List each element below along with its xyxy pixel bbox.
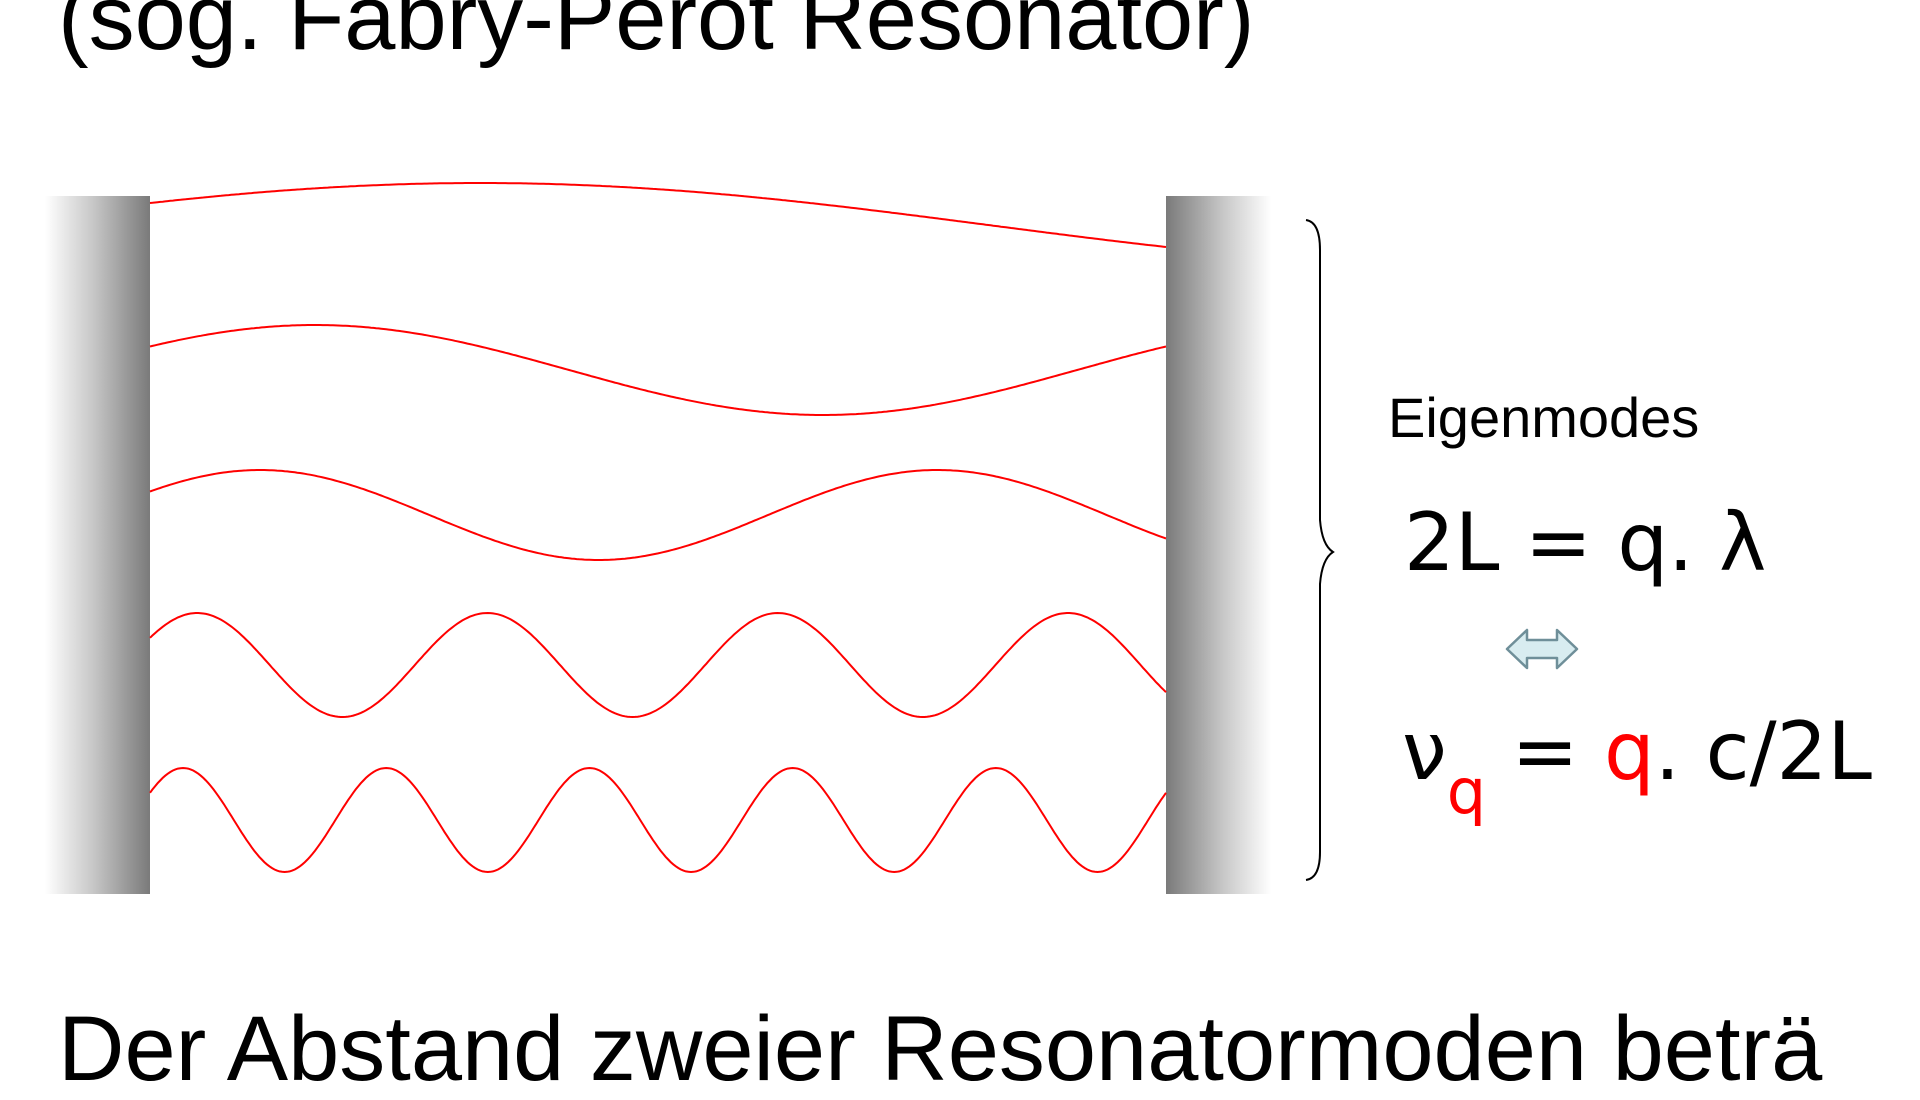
standing-wave-mode-7 bbox=[149, 611, 1167, 719]
standing-wave-modes bbox=[149, 182, 1167, 874]
eigenmodes-label: Eigenmodes bbox=[1388, 386, 1700, 449]
eq1-lhs: 2L bbox=[1404, 496, 1500, 589]
eq2-rest: . c/2L bbox=[1654, 705, 1872, 798]
left-mirror bbox=[45, 196, 150, 894]
standing-wave-mode-10 bbox=[149, 766, 1167, 874]
right-mirror bbox=[1166, 196, 1271, 894]
eq1-equals: = bbox=[1499, 496, 1618, 589]
page-heading: (sog. Fabry-Perot Resonator) bbox=[58, 0, 1255, 69]
eq1-rhs: q. λ bbox=[1617, 496, 1767, 589]
resonance-condition-equation: 2L = q. λ bbox=[1404, 503, 1766, 583]
mode-frequency-equation: νq = q. c/2L bbox=[1402, 712, 1872, 823]
nu-symbol: ν bbox=[1402, 705, 1447, 798]
q-subscript: q bbox=[1446, 755, 1487, 828]
double-arrow-icon bbox=[1505, 628, 1579, 670]
eq2-equals: = bbox=[1486, 705, 1604, 798]
curly-brace bbox=[1305, 219, 1335, 881]
standing-wave-mode-1 bbox=[149, 182, 1167, 248]
standing-wave-mode-2 bbox=[149, 324, 1167, 416]
standing-wave-mode-3 bbox=[149, 469, 1167, 561]
footer-text: Der Abstand zweier Resonatormoden beträ bbox=[58, 998, 1823, 1100]
q-factor: q bbox=[1603, 705, 1655, 798]
